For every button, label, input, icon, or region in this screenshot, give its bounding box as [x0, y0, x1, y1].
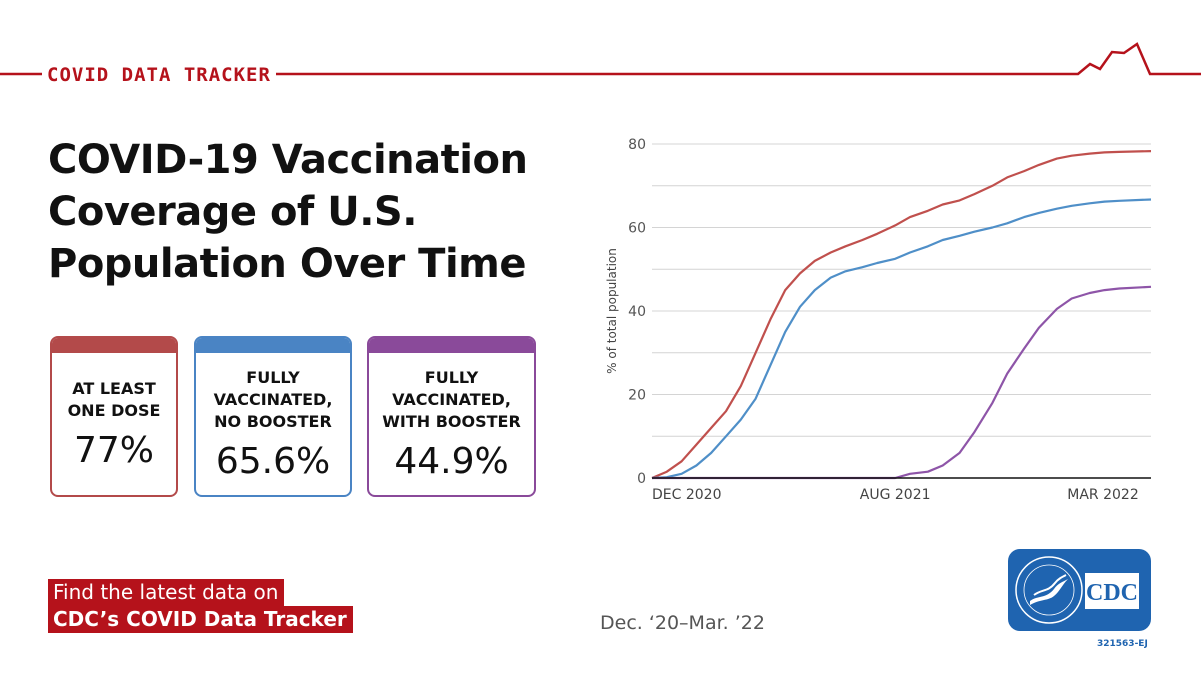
y-axis-label: % of total population: [605, 248, 619, 374]
series-line-2: [652, 285, 1152, 480]
series-line-0: [651, 150, 1152, 480]
stat-value: 65.6%: [215, 440, 331, 482]
y-tick-label: 20: [628, 388, 646, 404]
cta-line-2: CDC’s COVID Data Tracker: [48, 606, 353, 633]
date-range: Dec. ‘20–Mar. ’22: [600, 612, 765, 634]
y-tick-label: 60: [628, 221, 646, 237]
header-sparkline: [0, 42, 1201, 76]
stat-label: FULLY VACCINATED, WITH BOOSTER: [382, 367, 521, 431]
cdc-logo: CDC: [1008, 549, 1151, 631]
tracker-link[interactable]: Find the latest data on CDC’s COVID Data…: [48, 579, 353, 633]
stat-card-one-dose: AT LEAST ONE DOSE 77%: [50, 336, 178, 497]
y-tick-label: 0: [637, 471, 646, 487]
card-header-bar: [369, 338, 534, 353]
series-line-1: [651, 198, 1152, 480]
reference-code: 321563-EJ: [1097, 639, 1148, 649]
stat-label: AT LEAST ONE DOSE: [67, 378, 161, 420]
page-title: COVID-19 Vaccination Coverage of U.S. Po…: [48, 137, 528, 287]
stat-card-with-booster: FULLY VACCINATED, WITH BOOSTER 44.9%: [367, 336, 536, 497]
card-header-bar: [52, 338, 176, 353]
y-tick-label: 80: [628, 137, 646, 153]
header-rule: [0, 42, 1201, 76]
stat-label: FULLY VACCINATED, NO BOOSTER: [213, 367, 333, 431]
x-tick-label: MAR 2022: [1067, 487, 1138, 503]
cdc-logo-text: CDC: [1086, 580, 1138, 606]
stat-value: 44.9%: [394, 440, 509, 482]
x-tick-label: AUG 2021: [860, 487, 931, 503]
card-header-bar: [196, 338, 350, 353]
stat-card-no-booster: FULLY VACCINATED, NO BOOSTER 65.6%: [194, 336, 352, 497]
brand-label: COVID DATA TRACKER: [42, 63, 276, 87]
cta-line-1: Find the latest data on: [48, 579, 285, 606]
y-tick-label: 40: [628, 304, 646, 320]
x-tick-label: DEC 2020: [652, 487, 721, 503]
stat-value: 77%: [73, 429, 154, 471]
